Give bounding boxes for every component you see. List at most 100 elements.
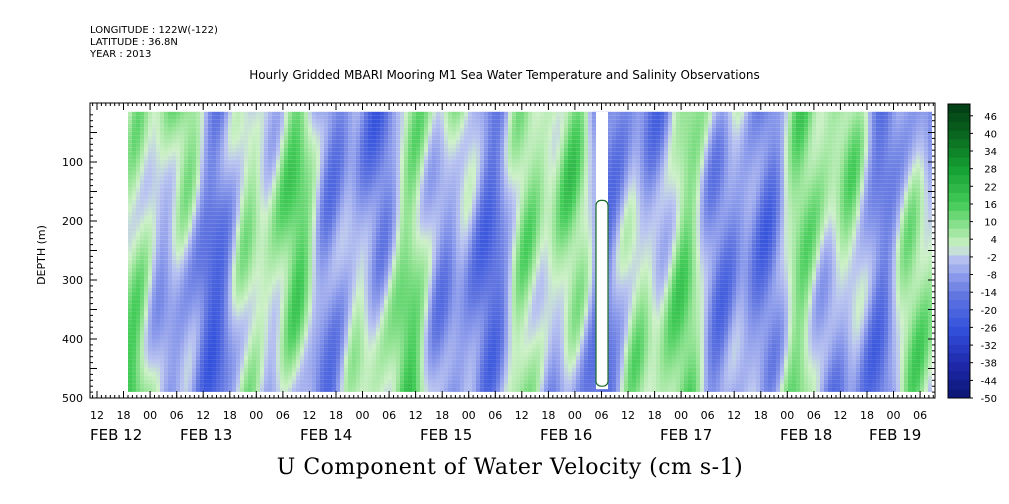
heatmap-cell — [136, 247, 140, 252]
heatmap-cell — [168, 131, 172, 136]
heatmap-cell — [244, 127, 248, 132]
heatmap-cell — [332, 343, 336, 348]
heatmap-cell — [296, 143, 300, 148]
heatmap-cell — [328, 183, 332, 188]
heatmap-cell — [384, 323, 388, 328]
heatmap-cell — [296, 191, 300, 196]
heatmap-cell — [344, 339, 348, 344]
heatmap-cell — [176, 131, 180, 136]
heatmap-cell — [320, 359, 324, 364]
heatmap-cell — [308, 139, 312, 144]
heatmap-cell — [272, 211, 276, 216]
heatmap-cell — [392, 247, 396, 252]
heatmap-cell — [192, 195, 196, 200]
heatmap-cell — [232, 351, 236, 356]
heatmap-cell — [200, 387, 204, 392]
heatmap-cell — [400, 375, 404, 380]
heatmap-cell — [168, 235, 172, 240]
heatmap-cell — [308, 239, 312, 244]
heatmap-cell — [140, 139, 144, 144]
heatmap-cell — [272, 143, 276, 148]
heatmap-cell — [372, 355, 376, 360]
heatmap-cell — [384, 303, 388, 308]
heatmap-cell — [160, 295, 164, 300]
heatmap-cell — [208, 187, 212, 192]
heatmap-cell — [252, 367, 256, 372]
heatmap-cell — [148, 235, 152, 240]
heatmap-cell — [200, 187, 204, 192]
heatmap-cell — [376, 187, 380, 192]
heatmap-cell — [196, 151, 200, 156]
heatmap-cell — [204, 387, 208, 392]
heatmap-cell — [188, 235, 192, 240]
heatmap-cell — [368, 123, 372, 128]
heatmap-cell — [296, 335, 300, 340]
heatmap-cell — [204, 199, 208, 204]
heatmap-cell — [144, 303, 148, 308]
heatmap-cell — [200, 151, 204, 156]
heatmap-cell — [328, 367, 332, 372]
heatmap-cell — [196, 211, 200, 216]
heatmap-cell — [144, 187, 148, 192]
heatmap-cell — [164, 287, 168, 292]
heatmap-cell — [324, 327, 328, 332]
heatmap-cell — [192, 247, 196, 252]
heatmap-cell — [328, 119, 332, 124]
heatmap-cell — [136, 291, 140, 296]
heatmap-cell — [336, 255, 340, 260]
heatmap-cell — [340, 311, 344, 316]
heatmap-cell — [368, 255, 372, 260]
heatmap-cell — [320, 251, 324, 256]
heatmap-cell — [404, 183, 408, 188]
heatmap-cell — [148, 323, 152, 328]
heatmap-cell — [380, 299, 384, 304]
heatmap-cell — [404, 279, 408, 284]
heatmap-cell — [216, 219, 220, 224]
heatmap-cell — [176, 183, 180, 188]
heatmap-cell — [184, 123, 188, 128]
heatmap-cell — [352, 359, 356, 364]
heatmap-cell — [280, 175, 284, 180]
heatmap-cell — [304, 187, 308, 192]
heatmap-cell — [288, 239, 292, 244]
heatmap-cell — [228, 359, 232, 364]
heatmap-cell — [164, 347, 168, 352]
heatmap-cell — [384, 319, 388, 324]
heatmap-cell — [216, 187, 220, 192]
heatmap-cell — [224, 303, 228, 308]
heatmap-cell — [380, 171, 384, 176]
heatmap-cell — [244, 235, 248, 240]
heatmap-cell — [264, 143, 268, 148]
heatmap-cell — [180, 151, 184, 156]
heatmap-cell — [152, 235, 156, 240]
heatmap-cell — [216, 271, 220, 276]
heatmap-cell — [176, 243, 180, 248]
heatmap-cell — [180, 131, 184, 136]
heatmap-cell — [348, 163, 352, 168]
heatmap-cell — [144, 163, 148, 168]
heatmap-cell — [268, 335, 272, 340]
heatmap-cell — [408, 235, 412, 240]
heatmap-cell — [324, 315, 328, 320]
heatmap-cell — [232, 319, 236, 324]
heatmap-cell — [252, 271, 256, 276]
heatmap-cell — [176, 231, 180, 236]
heatmap-cell — [216, 179, 220, 184]
heatmap-cell — [172, 179, 176, 184]
heatmap-cell — [264, 315, 268, 320]
heatmap-cell — [356, 319, 360, 324]
heatmap-cell — [284, 331, 288, 336]
heatmap-cell — [368, 199, 372, 204]
heatmap-cell — [328, 387, 332, 392]
heatmap-cell — [272, 155, 276, 160]
heatmap-cell — [408, 195, 412, 200]
heatmap-cell — [348, 375, 352, 380]
heatmap-cell — [324, 311, 328, 316]
heatmap-cell — [272, 123, 276, 128]
heatmap-cell — [272, 347, 276, 352]
heatmap-cell — [376, 199, 380, 204]
heatmap-cell — [180, 135, 184, 140]
heatmap-cell — [348, 275, 352, 280]
heatmap-cell — [252, 251, 256, 256]
heatmap-cell — [312, 243, 316, 248]
